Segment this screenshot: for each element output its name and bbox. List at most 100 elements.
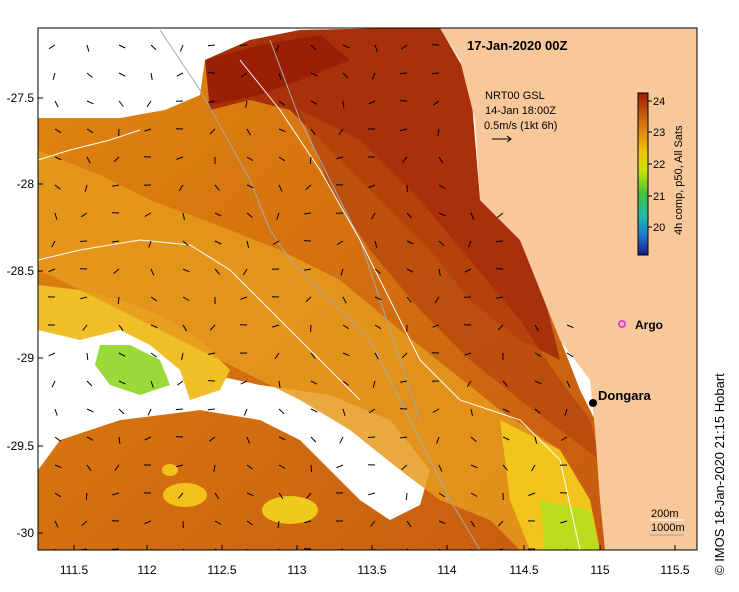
current-arrow xyxy=(144,436,152,441)
current-arrow xyxy=(310,380,318,385)
current-arrow xyxy=(246,212,253,218)
current-arrow xyxy=(118,72,126,77)
argo-marker: Argo xyxy=(618,318,663,332)
plot-frame xyxy=(37,27,698,551)
current-arrow xyxy=(242,268,248,276)
current-arrow xyxy=(310,408,318,413)
current-arrow xyxy=(336,464,344,469)
current-arrow xyxy=(372,380,376,388)
plot-area xyxy=(38,28,697,550)
current-arrow xyxy=(438,464,443,472)
current-arrow xyxy=(374,352,379,360)
current-arrow xyxy=(560,436,568,441)
current-arrow xyxy=(304,212,312,215)
current-arrow xyxy=(150,324,158,329)
warm-blob xyxy=(163,483,207,507)
current-arrow xyxy=(438,492,446,498)
current-arrow xyxy=(246,492,254,497)
current-arrow xyxy=(54,492,62,498)
current-arrow xyxy=(534,352,542,358)
current-arrow xyxy=(309,156,312,165)
current-arrow xyxy=(400,436,408,439)
x-tick-label: 114.5 xyxy=(509,563,538,577)
scale-arrow xyxy=(492,135,512,143)
current-arrow xyxy=(79,240,88,242)
warm-blob xyxy=(262,496,318,524)
current-arrow xyxy=(401,352,408,359)
current-arrow xyxy=(175,408,184,411)
current-arrow xyxy=(214,184,220,191)
current-arrow xyxy=(113,156,120,163)
current-arrow xyxy=(496,296,504,299)
current-arrows xyxy=(47,44,574,550)
current-arrow xyxy=(438,156,444,164)
current-arrow xyxy=(54,100,59,108)
contour-legend-200: 200m xyxy=(651,508,679,520)
contour-1000m xyxy=(159,29,481,550)
current-arrow xyxy=(406,520,412,528)
current-arrow xyxy=(213,464,216,472)
current-arrow xyxy=(82,324,88,331)
current-arrow xyxy=(118,100,124,107)
current-arrow xyxy=(246,436,250,444)
current-arrow xyxy=(51,240,56,248)
current-arrow xyxy=(534,380,542,385)
current-arrow xyxy=(208,100,216,103)
current-arrow xyxy=(148,240,152,248)
y-tick-label: -28 xyxy=(17,177,35,191)
current-arrow xyxy=(560,520,568,524)
current-arrow xyxy=(438,268,441,276)
current-arrow xyxy=(48,352,56,357)
current-arrow xyxy=(470,408,473,416)
current-arrow xyxy=(433,100,440,106)
current-arrow xyxy=(342,324,350,330)
current-arrow xyxy=(310,436,317,443)
current-scale: 0.5m/s (1kt 6h) xyxy=(484,120,557,132)
current-arrow xyxy=(54,156,62,161)
credit-text: © IMOS 18-Jan-2020 21:15 Hobart xyxy=(712,373,727,575)
current-arrow xyxy=(182,296,190,301)
current-arrow xyxy=(214,268,220,275)
current-arrow xyxy=(338,128,344,135)
dongara-label: Dongara xyxy=(598,388,652,403)
current-arrow xyxy=(272,324,280,328)
current-arrow xyxy=(374,324,382,330)
current-arrow xyxy=(80,296,88,300)
current-arrow xyxy=(340,268,344,276)
current-arrow xyxy=(342,408,346,416)
current-arrow xyxy=(86,352,89,361)
current-arrow xyxy=(112,240,120,243)
current-time: 14-Jan 18:00Z xyxy=(485,105,556,117)
current-arrow xyxy=(278,128,286,133)
current-arrow xyxy=(437,128,440,136)
current-arrow xyxy=(566,380,571,388)
current-arrow xyxy=(112,184,120,187)
current-arrow xyxy=(48,44,56,50)
current-arrow xyxy=(150,44,157,51)
current-arrow xyxy=(374,44,378,52)
current-source: NRT00 GSL xyxy=(485,90,545,102)
current-arrow xyxy=(470,212,475,220)
colorbar-tick-label: 20 xyxy=(653,222,665,234)
current-arrow xyxy=(466,380,472,388)
current-arrow xyxy=(176,72,184,77)
current-arrow xyxy=(306,492,312,499)
current-arrow xyxy=(176,156,184,160)
current-arrow xyxy=(370,520,376,527)
current-arrow xyxy=(182,240,189,246)
current-arrow xyxy=(310,72,318,77)
current-arrow xyxy=(147,408,152,416)
current-arrow xyxy=(278,184,283,192)
current-arrow xyxy=(240,72,248,78)
current-arrow xyxy=(438,212,446,217)
current-arrow xyxy=(117,296,120,305)
current-arrow xyxy=(278,100,285,106)
current-arrow xyxy=(496,240,504,243)
current-arrow xyxy=(534,324,539,332)
x-tick-label: 115 xyxy=(590,563,609,577)
colorbar-tick-label: 23 xyxy=(653,127,665,139)
x-tick-label: 113.5 xyxy=(357,563,386,577)
current-arrow xyxy=(246,156,254,162)
current-arrow xyxy=(402,156,408,163)
